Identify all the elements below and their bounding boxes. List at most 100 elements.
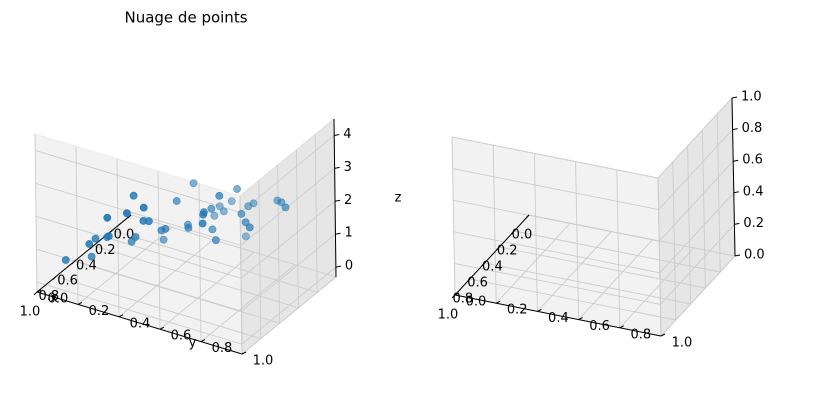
axes1-grid-x-wall [314, 134, 318, 293]
axes1-z-tick [334, 133, 340, 136]
axes1-z-tick [335, 232, 341, 235]
axes1-data-point [105, 232, 113, 240]
axes2-z-tick [732, 128, 738, 131]
axes2-z-tick-label: 0.2 [743, 216, 764, 231]
axes2-x-tick-label: 0.6 [467, 276, 488, 291]
axes2-grid-y-wall [575, 161, 580, 320]
axes2-y-tick-label: 0.6 [589, 319, 610, 334]
axes1-x-tick [71, 260, 75, 265]
axes1-data-point [208, 225, 217, 234]
axes2-grid-y-wall [451, 136, 456, 296]
axes1-data-point [159, 235, 168, 244]
axes1-y-tick-label: 0.2 [89, 304, 110, 319]
axes2-y-tick-label: 0.4 [548, 311, 569, 326]
axes1-grid-x-floor [112, 229, 318, 293]
axes1-z-tick [334, 166, 340, 169]
axes1-grid-z-wall-x [36, 281, 243, 345]
axes1-y-tick [77, 301, 83, 305]
axes2-grid-y-wall [492, 145, 497, 304]
axes2-y-tick [578, 317, 583, 321]
axes1-grid-y-floor [159, 251, 255, 330]
axes1-y-tick-label: 0.4 [130, 316, 151, 331]
axes1-data-point [241, 232, 250, 241]
axes2-y-tick-label: 0.0 [466, 295, 487, 310]
axes2-y-tick [454, 292, 460, 296]
axes2-grid-x-wall [672, 161, 677, 321]
axes1-x-tick-label: 0.6 [57, 274, 78, 289]
axes1-data-point [210, 211, 219, 220]
axes1-data-point [189, 179, 198, 188]
axes1-data-point [215, 202, 224, 211]
axes1-y-tick-label: 1.0 [253, 354, 274, 369]
axes1-y-tick [159, 326, 165, 330]
axes1-grid-z-wall-y [241, 233, 336, 312]
axes1-grid-y-wall [198, 183, 202, 342]
axes2-grid-x-floor [484, 262, 691, 305]
axes2-grid-z-wall-x [452, 168, 659, 211]
axes1-data-point [103, 213, 112, 222]
axes2-z-tick-label: 1.0 [741, 90, 762, 105]
axes2-y-tick-label: 0.2 [507, 303, 528, 318]
axes1-data-point [61, 256, 70, 264]
axes2-z-tick [733, 191, 739, 194]
axes1-z-tick-label: 0 [345, 259, 353, 274]
axes1-z-axis-line [333, 118, 337, 278]
axes2-grid-x-floor [514, 230, 721, 273]
axes1-back-pane-y [239, 117, 337, 356]
axes2-grid-z-wall-y [660, 224, 735, 305]
axes1-grid-y-wall [75, 146, 79, 305]
axes1-data-point [198, 219, 207, 228]
axes1-data-point [85, 240, 94, 248]
axes1-y-tick [241, 351, 247, 355]
axes1-data-point [139, 203, 148, 212]
axes1-data-point [277, 198, 286, 207]
axes1-grid-z-wall-x [36, 248, 242, 312]
axes1-x-tick-label: 0.2 [95, 243, 116, 258]
axes1-x-tick [127, 214, 132, 219]
axes2-grid-z-wall-x [451, 136, 659, 179]
axes2-y-axis-line [454, 294, 662, 337]
axes1-grid-x-floor [93, 245, 299, 309]
axes1-data-point [207, 204, 216, 213]
axes2-y-tick-label: 0.8 [630, 327, 651, 342]
axes2-grid-z-wall-y [658, 160, 734, 242]
axes1-grid-z-wall-x [35, 215, 242, 279]
axes1-data-point [281, 203, 290, 212]
axes2-x-tick-label: 0.4 [482, 260, 503, 275]
axes1-data-point [244, 202, 253, 211]
axes2-grid-x-wall [701, 129, 706, 289]
axes2-grid-x-floor [469, 278, 676, 321]
axes1-data-point [211, 236, 220, 245]
axes2-grid-x-floor [499, 246, 706, 289]
axes1-data-point [184, 223, 193, 232]
axes2-grid-y-wall [533, 153, 538, 312]
axes1-x-tick-label: 0.4 [76, 258, 97, 273]
axes1-grid-x-wall [277, 165, 281, 324]
axes1-z-tick [335, 265, 341, 268]
axes2-z-tick-label: 0.0 [744, 248, 765, 263]
axes2-grid-x-wall [687, 145, 692, 305]
axes1-grid-z-wall-x [35, 150, 241, 213]
axes2-grid-z-wall-y [657, 97, 733, 179]
axes1-data-point [199, 210, 208, 219]
axes2-y-tick-label: 1.0 [672, 336, 693, 351]
axes1-y-tick-label: 0.6 [171, 329, 192, 344]
axes1-x-tick-label: 0.8 [38, 289, 59, 304]
axes1-y-tick-label: 0.8 [212, 341, 233, 356]
axes2-x-tick-label: 0.8 [452, 292, 473, 307]
axes1-x-tick-label: 1.0 [20, 305, 41, 320]
axes1-data-point [129, 191, 138, 200]
axes1-y-tick [200, 339, 206, 343]
axes1-data-point [161, 224, 170, 233]
axes1-data-point [123, 209, 131, 218]
axes2-grid-z-wall-x [453, 199, 660, 242]
axes1-grid-y-floor [241, 276, 337, 355]
axes1-grid-z-wall-y [239, 135, 335, 213]
axes2-grid-y-floor [578, 239, 653, 320]
axes2-grid-z-wall-x [454, 262, 661, 305]
axes2-z-tick-label: 0.4 [743, 184, 764, 199]
axes2-x-tick-label: 1.0 [438, 308, 459, 323]
axes1-data-point [245, 223, 254, 232]
axes2-x-tick [496, 246, 500, 251]
